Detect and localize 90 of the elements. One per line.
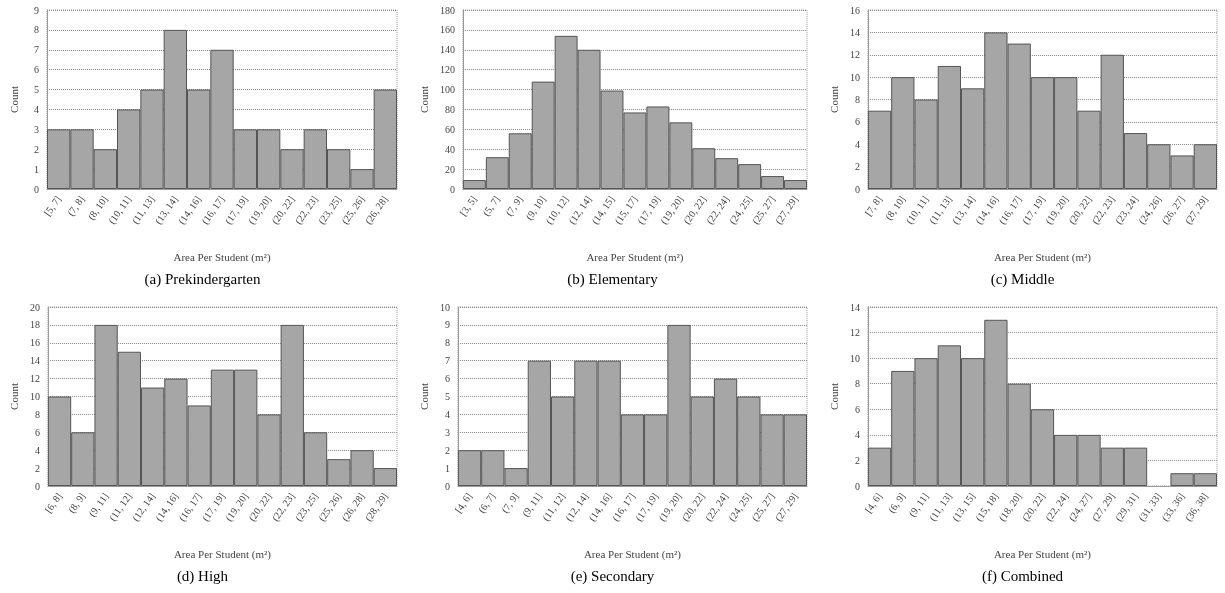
x-axis-title: Area Per Student (m²)	[173, 547, 272, 561]
y-tick-label: 2	[34, 462, 40, 474]
y-tick-label: 180	[439, 4, 455, 16]
y-tick-label: 8	[34, 408, 40, 420]
y-axis-title: Count	[417, 86, 430, 113]
y-tick-label: 1	[34, 163, 39, 175]
x-axis-title: Area Per Student (m²)	[173, 250, 271, 264]
x-tick-label: (6, 9]	[885, 490, 909, 516]
x-tick-label: (7, 9]	[503, 193, 526, 219]
x-tick-label: [3, 5]	[457, 193, 479, 218]
y-tick-label: 4	[34, 444, 40, 456]
text: (d) High	[176, 567, 229, 585]
y-tick-label: 6	[34, 64, 39, 76]
y-tick-label: 16	[849, 4, 860, 16]
y-tick-label: 8	[444, 337, 450, 349]
y-tick-label: 10	[849, 352, 860, 364]
x-axis-title: Area Per Student (m²)	[993, 250, 1092, 264]
y-axis-title: Count	[827, 383, 840, 410]
x-axis-title: Area Per Student (m²)	[586, 250, 684, 264]
y-tick-label: 8	[854, 378, 860, 390]
y-tick-label: 3	[444, 426, 450, 438]
y-tick-label: 10	[29, 391, 40, 402]
y-tick-label: 8	[854, 94, 860, 105]
x-tick-label: (7, 9]	[499, 490, 522, 516]
text: (a) Prekindergarten	[144, 270, 261, 288]
y-tick-label: 4	[34, 103, 39, 115]
x-tick-label: (7, 8]	[65, 193, 88, 219]
y-tick-label: 14	[849, 301, 860, 313]
y-tick-label: 0	[34, 480, 40, 492]
y-tick-label: 40	[444, 143, 455, 155]
x-tick-label: (8, 9]	[65, 490, 89, 516]
y-tick-label: 4	[854, 138, 860, 150]
y-tick-label: 140	[439, 44, 455, 56]
x-tick-label: (5, 7]	[480, 193, 503, 219]
y-tick-label: 16	[29, 337, 40, 349]
y-tick-label: 8	[34, 24, 39, 36]
y-tick-label: 160	[439, 24, 455, 36]
y-tick-label: 2	[34, 143, 39, 155]
y-tick-label: 12	[29, 373, 40, 385]
y-axis-title: Count	[7, 383, 20, 410]
y-tick-label: 7	[444, 355, 450, 367]
text: (c) Middle	[990, 270, 1055, 288]
y-tick-label: 5	[444, 391, 450, 402]
y-tick-label: 4	[854, 429, 860, 441]
y-tick-label: 60	[444, 123, 455, 135]
y-tick-label: 0	[449, 183, 455, 195]
y-tick-label: 20	[444, 163, 455, 175]
y-tick-label: 6	[444, 373, 450, 385]
y-tick-label: 18	[29, 319, 40, 331]
y-tick-label: 6	[854, 403, 860, 415]
y-tick-label: 2	[854, 454, 860, 466]
x-tick-label: (6, 7]	[475, 490, 499, 516]
x-tick-label: [4, 6]	[862, 490, 885, 515]
y-tick-label: 1	[444, 462, 450, 474]
y-tick-label: 120	[439, 64, 455, 76]
y-tick-label: 9	[34, 4, 39, 16]
text: (f) Combined	[981, 567, 1064, 585]
text: (b) Elementary	[567, 270, 659, 288]
y-tick-label: 10	[439, 301, 450, 313]
y-tick-label: 6	[34, 426, 40, 438]
y-tick-label: 14	[29, 355, 40, 367]
y-tick-label: 9	[444, 319, 450, 331]
y-tick-label: 0	[444, 480, 450, 492]
x-axis-title: Area Per Student (m²)	[993, 547, 1092, 561]
y-tick-label: 10	[849, 71, 860, 83]
x-axis-title: Area Per Student (m²)	[583, 547, 682, 561]
x-tick-label: [7, 8]	[862, 193, 885, 218]
y-tick-label: 12	[849, 49, 860, 61]
y-tick-label: 0	[34, 183, 39, 195]
y-tick-label: 14	[849, 26, 860, 38]
x-tick-label: [4, 6]	[452, 490, 475, 515]
y-tick-label: 3	[34, 123, 39, 135]
y-axis-title: Count	[7, 86, 20, 113]
y-tick-label: 6	[854, 116, 860, 128]
y-tick-label: 80	[444, 103, 455, 115]
y-tick-label: 7	[34, 44, 39, 56]
y-axis-title: Count	[827, 86, 840, 113]
x-tick-label: [6, 8]	[42, 490, 65, 515]
y-tick-label: 5	[34, 84, 39, 96]
y-tick-label: 20	[29, 301, 40, 313]
y-axis-title: Count	[417, 383, 430, 410]
y-tick-label: 0	[854, 183, 860, 195]
y-tick-label: 2	[444, 444, 450, 456]
text: (e) Secondary	[570, 567, 655, 585]
y-tick-label: 0	[854, 480, 860, 492]
y-tick-label: 2	[854, 161, 860, 173]
x-tick-label: [5, 7]	[41, 193, 64, 218]
y-tick-label: 4	[444, 408, 450, 420]
y-tick-label: 100	[439, 84, 455, 96]
y-tick-label: 12	[849, 327, 860, 339]
